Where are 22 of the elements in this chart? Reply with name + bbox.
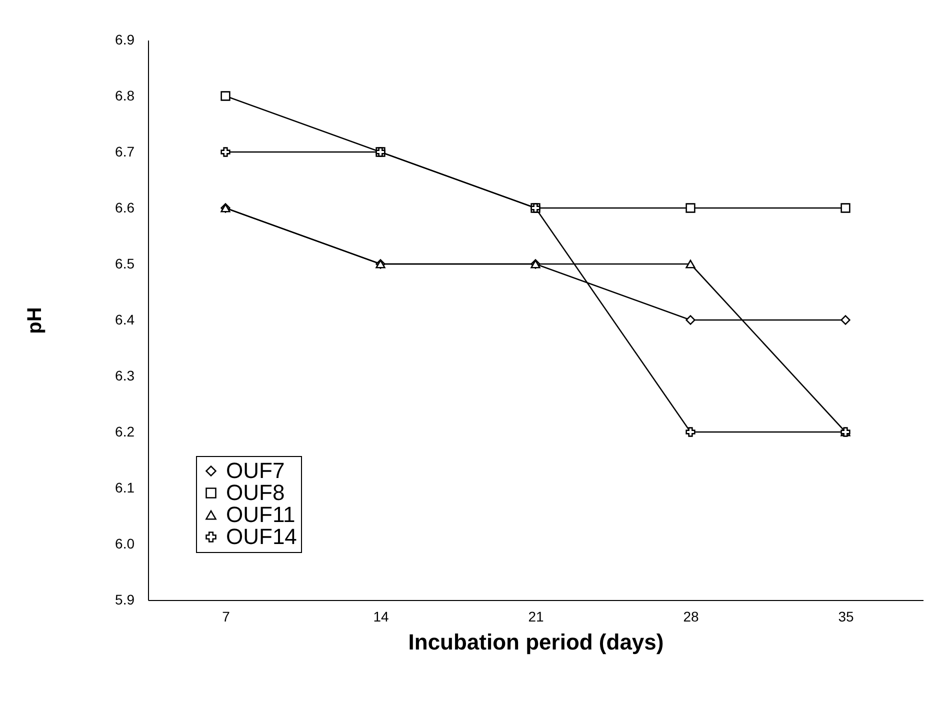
y-tick-label: 6.0 [115, 536, 135, 552]
x-tick-label: 21 [528, 608, 544, 624]
y-axis-title: pH [24, 307, 46, 334]
x-tick-label: 28 [683, 608, 699, 624]
y-tick-label: 6.2 [115, 424, 135, 440]
x-tick-label: 35 [838, 608, 854, 624]
legend-label: OUF7 [226, 458, 285, 483]
y-tick-label: 6.6 [115, 200, 135, 216]
legend-label: OUF14 [226, 524, 297, 549]
y-tick-label: 6.4 [115, 312, 135, 328]
x-axis-title: Incubation period (days) [408, 630, 664, 654]
legend-label: OUF11 [226, 502, 296, 527]
y-tick-label: 6.8 [115, 88, 135, 104]
y-tick-label: 6.5 [115, 256, 135, 272]
y-tick-label: 6.9 [115, 32, 135, 48]
x-tick-label: 7 [222, 608, 230, 624]
y-tick-label: 5.9 [115, 592, 135, 608]
y-tick-label: 6.1 [115, 480, 135, 496]
y-tick-label: 6.7 [115, 144, 135, 160]
x-tick-label: 14 [373, 608, 389, 624]
legend-label: OUF8 [226, 480, 285, 505]
y-tick-label: 6.3 [115, 368, 135, 384]
